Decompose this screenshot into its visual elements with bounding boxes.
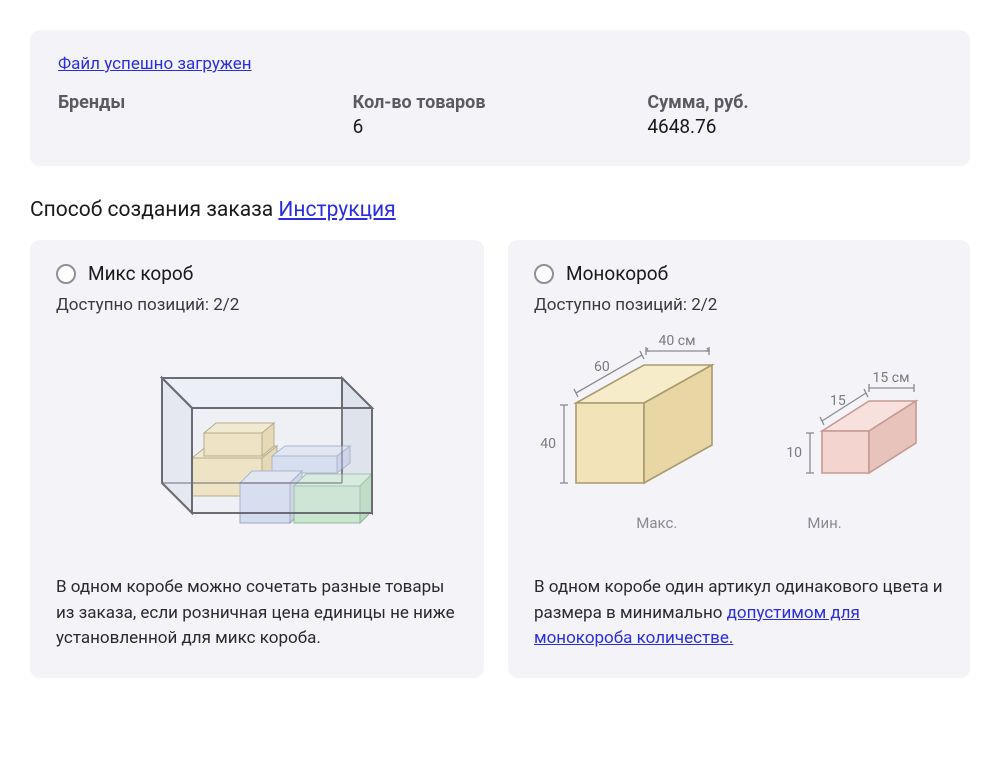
sum-value: 4648.76 [647,115,942,138]
option-header-mono: Монокороб [534,262,944,285]
available-positions-mono: Доступно позиций: 2/2 [534,295,944,315]
mono-min-svg: 15 см 15 10 [774,333,944,508]
illustration-mono: 40 см 60 40 [534,333,944,553]
qty-label: Кол-во товаров [353,92,648,113]
mono-min-label: Мин. [807,514,841,532]
available-positions-mix: Доступно позиций: 2/2 [56,295,458,315]
options-row: Микс короб Доступно позиций: 2/2 [30,240,970,678]
option-card-mono: Монокороб Доступно позиций: 2/2 40 см [508,240,970,678]
dim-max-w: 40 см [659,333,696,349]
mono-max-svg: 40 см 60 40 [534,333,744,508]
section-title: Способ создания заказа [30,198,273,222]
mix-box-svg [112,338,402,548]
dim-min-w: 15 см [873,370,910,386]
illustration-mix [56,333,458,553]
radio-mono[interactable] [534,264,554,284]
section-title-row: Способ создания заказа Инструкция [30,198,970,222]
option-desc-mono: В одном коробе один артикул одинакового … [534,575,944,652]
option-card-mix: Микс короб Доступно позиций: 2/2 [30,240,484,678]
option-desc-mix: В одном коробе можно сочетать разные тов… [56,575,458,652]
sum-label: Сумма, руб. [647,92,942,113]
summary-row: Бренды Кол-во товаров 6 Сумма, руб. 4648… [58,92,942,138]
dim-max-d: 60 [594,359,610,375]
dim-min-h: 10 [786,445,802,461]
qty-value: 6 [353,115,648,138]
option-header-mix: Микс короб [56,262,458,285]
brands-label: Бренды [58,92,353,113]
option-title-mix: Микс короб [88,262,193,285]
summary-col-sum: Сумма, руб. 4648.76 [647,92,942,138]
summary-col-qty: Кол-во товаров 6 [353,92,648,138]
mono-max-label: Макс. [636,514,677,532]
dim-min-d: 15 [830,393,846,409]
instruction-link[interactable]: Инструкция [278,198,395,222]
radio-mix[interactable] [56,264,76,284]
option-title-mono: Монокороб [566,262,668,285]
upload-summary-card: Файл успешно загружен Бренды Кол-во това… [30,30,970,166]
summary-col-brands: Бренды [58,92,353,138]
file-uploaded-link[interactable]: Файл успешно загружен [58,54,252,74]
dim-max-h: 40 [540,436,556,452]
